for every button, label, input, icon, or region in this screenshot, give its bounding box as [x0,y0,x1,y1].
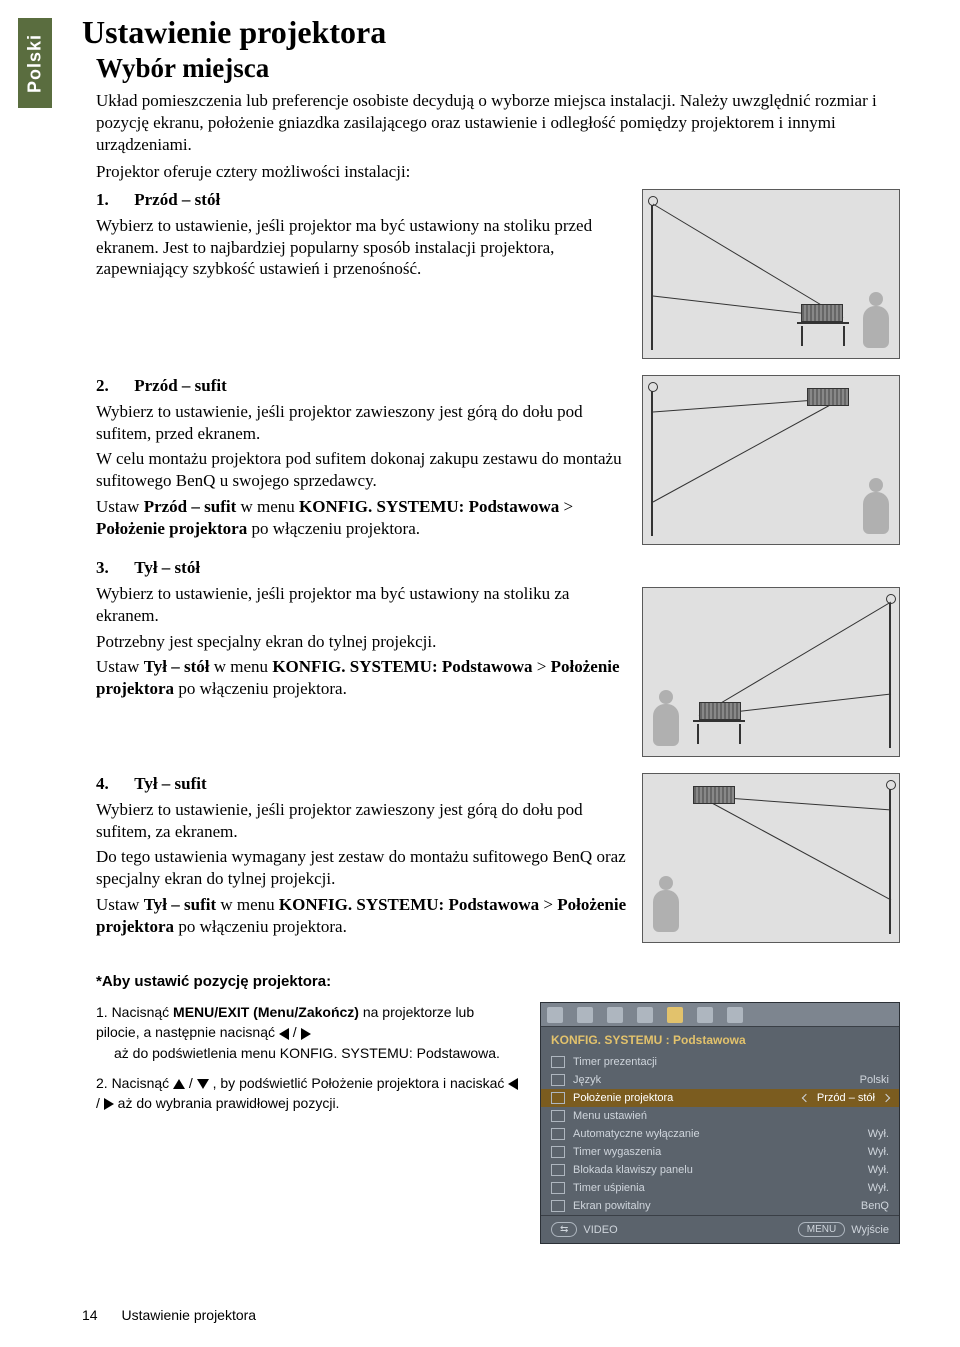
osd-source-arrow-icon: ⇆ [551,1222,577,1237]
osd-row: Blokada klawiszy panelu Wył. [541,1161,899,1179]
osd-row: Timer wygaszenia Wył. [541,1143,899,1161]
osd-tab-icon [727,1007,743,1023]
figure-front-ceiling [642,375,900,545]
option-1: 1. Przód – stół Wybierz to ustawienie, j… [96,189,628,280]
set-position-heading: *Aby ustawić pozycję projektora: [96,973,900,990]
osd-row-label: Timer wygaszenia [573,1146,860,1158]
down-arrow-icon [197,1079,209,1089]
option-4-num: 4. [96,774,109,793]
intro-text: Układ pomieszczenia lub preferencje osob… [96,90,900,183]
osd-row-icon [551,1056,565,1068]
chevron-right-icon [882,1094,890,1102]
osd-row-icon [551,1128,565,1140]
option-4: 4. Tył – sufit Wybierz to ustawienie, je… [96,773,628,937]
option-2-title: Przód – sufit [134,376,227,395]
osd-row-value: Wył. [868,1128,889,1140]
osd-row: Timer uśpienia Wył. [541,1179,899,1197]
osd-row-icon [551,1074,565,1086]
osd-row: Ekran powitalny BenQ [541,1197,899,1215]
page-number: 14 [82,1307,98,1323]
option-3-body1: Wybierz to ustawienie, jeśli projektor m… [96,583,628,627]
osd-row: Automatyczne wyłączanie Wył. [541,1125,899,1143]
right-arrow-icon [301,1028,311,1040]
osd-menu-pill: MENU [798,1222,845,1237]
osd-row-highlighted: Położenie projektora Przód – stół [541,1089,899,1107]
figure-front-table [642,189,900,359]
steps-text: 1. Nacisnąć MENU/EXIT (Menu/Zakończ) na … [96,1002,520,1123]
osd-row: Menu ustawień [541,1107,899,1125]
osd-row-value: Wył. [868,1146,889,1158]
osd-row-icon [551,1146,565,1158]
option-2-num: 2. [96,376,109,395]
option-4-body1: Wybierz to ustawienie, jeśli projektor z… [96,799,628,843]
osd-row-label: Timer prezentacji [573,1056,889,1068]
osd-foot-right: Wyjście [851,1224,889,1236]
section-title: Wybór miejsca [96,53,900,84]
osd-row-label: Język [573,1074,852,1086]
osd-row: Język Polski [541,1071,899,1089]
osd-row-label: Automatyczne wyłączanie [573,1128,860,1140]
osd-row-icon [551,1092,565,1104]
osd-foot-left: VIDEO [583,1224,617,1236]
right-arrow-icon [104,1098,114,1110]
osd-row-label: Położenie projektora [573,1092,795,1104]
option-2-body3: Ustaw Przód – sufit w menu KONFIG. SYSTE… [96,496,628,540]
figure-rear-ceiling [642,773,900,943]
osd-row: Timer prezentacji [541,1053,899,1071]
option-1-title: Przód – stół [134,190,220,209]
osd-row-value: Wył. [868,1182,889,1194]
osd-row-label: Menu ustawień [573,1110,889,1122]
osd-tab-icon [547,1007,563,1023]
option-3-body3: Ustaw Tył – stół w menu KONFIG. SYSTEMU:… [96,656,628,700]
osd-tab-icon-selected [667,1007,683,1023]
up-arrow-icon [173,1079,185,1089]
chevron-left-icon [802,1094,810,1102]
osd-row-icon [551,1110,565,1122]
osd-row-icon [551,1164,565,1176]
osd-tab-icon [637,1007,653,1023]
option-3-title: Tył – stół [134,558,200,577]
option-4-body3: Ustaw Tył – sufit w menu KONFIG. SYSTEMU… [96,894,628,938]
osd-tab-icon [697,1007,713,1023]
osd-row-label: Timer uśpienia [573,1182,860,1194]
footer-label: Ustawienie projektora [121,1307,256,1323]
osd-menu-screenshot: KONFIG. SYSTEMU : Podstawowa Timer preze… [540,1002,900,1244]
option-3-body2: Potrzebny jest specjalny ekran do tylnej… [96,631,628,653]
left-arrow-icon [508,1078,518,1090]
osd-footer: ⇆ VIDEO MENU Wyjście [541,1215,899,1243]
option-4-title: Tył – sufit [134,774,206,793]
osd-row-label: Blokada klawiszy panelu [573,1164,860,1176]
option-3-num: 3. [96,558,109,577]
osd-tab-icon [607,1007,623,1023]
osd-row-label: Ekran powitalny [573,1200,853,1212]
figure-rear-table [642,587,900,757]
step-1: 1. Nacisnąć MENU/EXIT (Menu/Zakończ) na … [96,1002,520,1063]
option-4-body2: Do tego ustawienia wymagany jest zestaw … [96,846,628,890]
option-1-num: 1. [96,190,109,209]
language-side-tab: Polski [18,18,52,108]
osd-tabs [541,1003,899,1027]
osd-row-icon [551,1200,565,1212]
option-1-body: Wybierz to ustawienie, jeśli projektor m… [96,215,628,280]
osd-tab-icon [577,1007,593,1023]
osd-row-icon [551,1182,565,1194]
page-footer: 14 Ustawienie projektora [82,1307,256,1323]
osd-row-value: Wył. [868,1164,889,1176]
left-arrow-icon [279,1028,289,1040]
osd-title: KONFIG. SYSTEMU : Podstawowa [541,1027,899,1053]
option-2: 2. Przód – sufit Wybierz to ustawienie, … [96,375,628,539]
option-2-body2: W celu montażu projektora pod sufitem do… [96,448,628,492]
intro-p1: Układ pomieszczenia lub preferencje osob… [96,90,900,155]
page-title: Ustawienie projektora [82,14,900,51]
osd-row-value: Polski [860,1074,889,1086]
intro-p2: Projektor oferuje cztery możliwości inst… [96,161,900,183]
osd-row-value: Przód – stół [817,1092,875,1104]
option-3: 3. Tył – stół Wybierz to ustawienie, jeś… [96,557,628,700]
page-content: Ustawienie projektora Wybór miejsca Ukła… [0,0,960,1264]
step-2: 2. Nacisnąć / , by podświetlić Położenie… [96,1073,520,1114]
option-2-body1: Wybierz to ustawienie, jeśli projektor z… [96,401,628,445]
osd-row-value: BenQ [861,1200,889,1212]
